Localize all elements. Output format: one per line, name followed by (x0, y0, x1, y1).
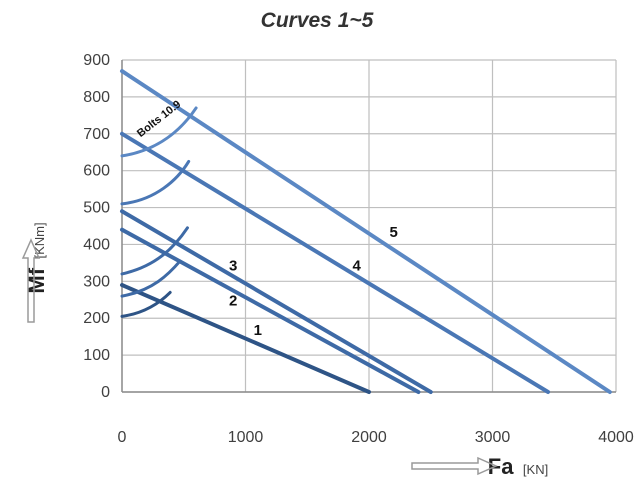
svg-text:Fa [KN]: Fa [KN] (488, 454, 548, 479)
y-tick-label: 300 (83, 273, 110, 290)
curve-4-line (120, 131, 551, 394)
y-tick-label: 800 (83, 89, 110, 106)
x-axis-label: Fa (488, 454, 514, 479)
x-tick-label: 4000 (598, 429, 634, 446)
curve-2-label: 2 (229, 292, 237, 309)
y-tick-label: 100 (83, 347, 110, 364)
curve-2-line (120, 227, 421, 394)
y-tick-label: 900 (83, 52, 110, 69)
x-arrow-icon (411, 456, 498, 476)
curve-3-bolt-arc (120, 226, 189, 276)
curve-2-bolt-arc (120, 259, 182, 298)
x-tick-label: 0 (118, 429, 127, 446)
x-axis-title: Fa [KN] (488, 454, 548, 479)
series: 12 3 4 5 (120, 69, 612, 394)
y-tick-label: 200 (83, 310, 110, 327)
curve-5-bolt-arc (120, 106, 198, 158)
y-tick-label: 400 (83, 236, 110, 253)
x-tick-label: 3000 (475, 429, 511, 446)
curve-4-bolt-arc (120, 159, 191, 206)
curve-1-label: 1 (254, 322, 262, 339)
x-tick-label: 1000 (228, 429, 264, 446)
curve-1-line (120, 283, 371, 394)
y-tick-label: 600 (83, 163, 110, 180)
y-tick-label: 500 (83, 200, 110, 217)
y-tick-label: 0 (101, 384, 110, 401)
curve-1-bolt-arc (120, 290, 172, 318)
y-arrow-icon (21, 238, 41, 323)
curve-3-line (120, 209, 433, 394)
curve-4-label: 4 (352, 257, 361, 274)
y-axis-unit: [KNm] (32, 222, 47, 258)
x-tick-label: 2000 (351, 429, 387, 446)
chart-title: Curves 1~5 (261, 9, 374, 32)
curve-3-label: 3 (229, 257, 237, 274)
curve-5-line (120, 69, 612, 394)
y-tick-label: 700 (83, 126, 110, 143)
curve-5-label: 5 (390, 224, 398, 241)
x-axis-unit: [KN] (523, 462, 548, 477)
tick-labels: 0 100 200 300 400 500 600 700 800 900 0 1000 2000 300… (83, 52, 634, 446)
